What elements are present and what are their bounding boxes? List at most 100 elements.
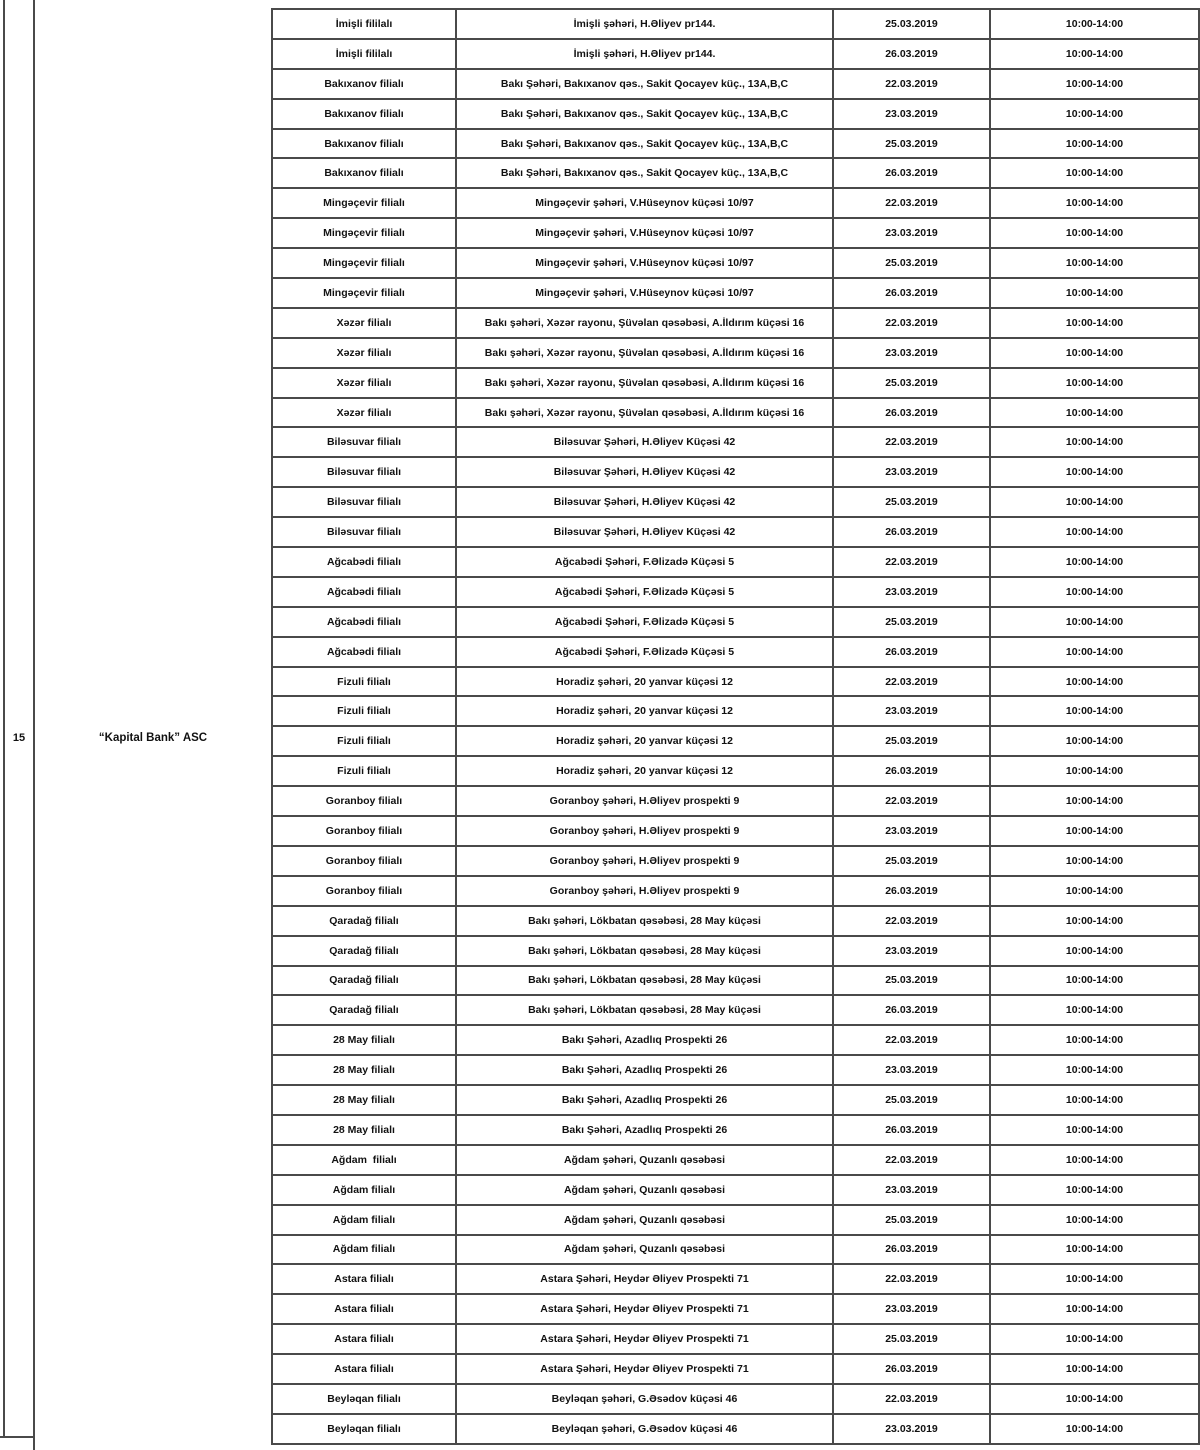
number-column-left-border — [3, 0, 5, 1438]
table-row: İmişli fililalı İmişli şəhəri, H.Əliyev p… — [271, 8, 1200, 40]
date-cell: 25.03.2019 — [832, 1203, 991, 1236]
branch-cell: Bakıxanov filialı — [271, 67, 457, 100]
branch-cell: Mingəçevir filialı — [271, 277, 457, 309]
branch-cell: Ağcabədi filialı — [271, 635, 457, 668]
date-cell: 23.03.2019 — [832, 217, 991, 250]
branch-cell: Qaradağ filialı — [271, 934, 457, 967]
table-row: Astara filialı Astara Şəhəri, Heydər Əliy… — [271, 1323, 1200, 1356]
time-cell: 10:00-14:00 — [989, 665, 1200, 698]
table-row: Mingəçevir filialı Mingəçevir şəhəri, V.H… — [271, 187, 1200, 220]
branch-cell: Astara filialı — [271, 1293, 457, 1326]
branch-cell: Goranboy filialı — [271, 874, 457, 907]
date-cell: 25.03.2019 — [832, 964, 991, 997]
time-cell: 10:00-14:00 — [989, 217, 1200, 250]
time-cell: 10:00-14:00 — [989, 1054, 1200, 1087]
branch-cell: Bakıxanov filialı — [271, 127, 457, 160]
branch-cell: Ağcabədi filialı — [271, 575, 457, 608]
date-cell: 23.03.2019 — [832, 97, 991, 130]
branch-cell: Xəzər filialı — [271, 366, 457, 399]
address-cell: Bakı Şəhəri, Bakıxanov qəs., Sakit Qocay… — [455, 97, 834, 130]
branch-cell: 28 May filialı — [271, 1024, 457, 1057]
address-cell: Horadiz şəhəri, 20 yanvar küçəsi 12 — [455, 725, 834, 758]
table-row: İmişli fililalı İmişli şəhəri, H.Əliyev p… — [271, 37, 1200, 70]
branch-cell: Fizuli filialı — [271, 755, 457, 788]
address-cell: Ağdam şəhəri, Quzanlı qəsəbəsi — [455, 1173, 834, 1206]
time-cell: 10:00-14:00 — [989, 1024, 1200, 1057]
date-cell: 22.03.2019 — [832, 904, 991, 937]
date-cell: 26.03.2019 — [832, 396, 991, 429]
time-cell: 10:00-14:00 — [989, 396, 1200, 429]
address-cell: Bakı şəhəri, Xəzər rayonu, Şüvəlan qəsəb… — [455, 366, 834, 399]
address-cell: Bakı Şəhəri, Azadlıq Prospekti 26 — [455, 1113, 834, 1146]
time-cell: 10:00-14:00 — [989, 426, 1200, 459]
table-row: Xəzər filialı Bakı şəhəri, Xəzər rayonu, … — [271, 366, 1200, 399]
address-cell: Bakı Şəhəri, Azadlıq Prospekti 26 — [455, 1054, 834, 1087]
branch-cell: Beyləqan filialı — [271, 1412, 457, 1445]
branch-cell: Astara filialı — [271, 1323, 457, 1356]
branch-cell: Mingəçevir filialı — [271, 217, 457, 250]
schedule-table-body: İmişli fililalı İmişli şəhəri, H.Əliyev p… — [271, 8, 1200, 1445]
table-row: Mingəçevir filialı Mingəçevir şəhəri, V.H… — [271, 247, 1200, 280]
date-cell: 25.03.2019 — [832, 366, 991, 399]
date-cell: 26.03.2019 — [832, 1113, 991, 1146]
time-cell: 10:00-14:00 — [989, 755, 1200, 788]
date-cell: 23.03.2019 — [832, 336, 991, 369]
time-cell: 10:00-14:00 — [989, 934, 1200, 967]
time-cell: 10:00-14:00 — [989, 1412, 1200, 1445]
address-cell: Bakı Şəhəri, Azadlıq Prospekti 26 — [455, 1084, 834, 1116]
address-cell: Ağcabədi Şəhəri, F.Əlizadə Küçəsi 5 — [455, 575, 834, 608]
time-cell: 10:00-14:00 — [989, 486, 1200, 519]
address-cell: Biləsuvar Şəhəri, H.Əliyev Küçəsi 42 — [455, 516, 834, 549]
date-cell: 23.03.2019 — [832, 934, 991, 967]
table-row: Fizuli filialı Horadiz şəhəri, 20 yanvar … — [271, 695, 1200, 728]
branch-cell: 28 May filialı — [271, 1113, 457, 1146]
table-row: Qaradağ filialı Bakı şəhəri, Lökbatan qəs… — [271, 904, 1200, 937]
branch-cell: Biləsuvar filialı — [271, 426, 457, 459]
branch-cell: Ağdam filialı — [271, 1233, 457, 1266]
branch-cell: Ağdam filialı — [271, 1143, 457, 1176]
table-row: Bakıxanov filialı Bakı Şəhəri, Bakıxanov … — [271, 67, 1200, 100]
time-cell: 10:00-14:00 — [989, 1323, 1200, 1356]
date-cell: 26.03.2019 — [832, 37, 991, 70]
date-cell: 25.03.2019 — [832, 1084, 991, 1116]
table-row: Astara filialı Astara Şəhəri, Heydər Əliy… — [271, 1293, 1200, 1326]
table-row: Fizuli filialı Horadiz şəhəri, 20 yanvar … — [271, 725, 1200, 758]
address-cell: Bakı Şəhəri, Bakıxanov qəs., Sakit Qocay… — [455, 157, 834, 190]
address-cell: Mingəçevir şəhəri, V.Hüseynov küçəsi 10/… — [455, 277, 834, 309]
date-cell: 23.03.2019 — [832, 575, 991, 608]
date-cell: 22.03.2019 — [832, 1382, 991, 1415]
date-cell: 23.03.2019 — [832, 815, 991, 847]
date-cell: 23.03.2019 — [832, 456, 991, 489]
time-cell: 10:00-14:00 — [989, 187, 1200, 220]
time-cell: 10:00-14:00 — [989, 456, 1200, 489]
table-row: Qaradağ filialı Bakı şəhəri, Lökbatan qəs… — [271, 994, 1200, 1027]
address-cell: Ağcabədi Şəhəri, F.Əlizadə Küçəsi 5 — [455, 546, 834, 578]
branch-cell: Goranboy filialı — [271, 785, 457, 818]
address-cell: Bakı şəhəri, Xəzər rayonu, Şüvəlan qəsəb… — [455, 396, 834, 429]
date-cell: 26.03.2019 — [832, 157, 991, 190]
table-row: Bakıxanov filialı Bakı Şəhəri, Bakıxanov … — [271, 97, 1200, 130]
date-cell: 25.03.2019 — [832, 486, 991, 519]
address-cell: Bakı Şəhəri, Bakıxanov qəs., Sakit Qocay… — [455, 67, 834, 100]
branch-cell: Ağdam filialı — [271, 1173, 457, 1206]
table-row: Astara filialı Astara Şəhəri, Heydər Əliy… — [271, 1263, 1200, 1296]
time-cell: 10:00-14:00 — [989, 277, 1200, 309]
address-cell: Biləsuvar Şəhəri, H.Əliyev Küçəsi 42 — [455, 426, 834, 459]
date-cell: 22.03.2019 — [832, 785, 991, 818]
branch-cell: Mingəçevir filialı — [271, 187, 457, 220]
date-cell: 22.03.2019 — [832, 1024, 991, 1057]
date-cell: 22.03.2019 — [832, 665, 991, 698]
table-row: Qaradağ filialı Bakı şəhəri, Lökbatan qəs… — [271, 964, 1200, 997]
time-cell: 10:00-14:00 — [989, 575, 1200, 608]
branch-cell: İmişli fililalı — [271, 8, 457, 40]
branch-cell: Qaradağ filialı — [271, 964, 457, 997]
bank-name: “Kapital Bank” ASC — [98, 732, 208, 744]
branch-cell: İmişli fililalı — [271, 37, 457, 70]
date-cell: 25.03.2019 — [832, 127, 991, 160]
date-cell: 23.03.2019 — [832, 1173, 991, 1206]
time-cell: 10:00-14:00 — [989, 904, 1200, 937]
time-cell: 10:00-14:00 — [989, 725, 1200, 758]
branch-cell: Mingəçevir filialı — [271, 247, 457, 280]
time-cell: 10:00-14:00 — [989, 1233, 1200, 1266]
time-cell: 10:00-14:00 — [989, 785, 1200, 818]
